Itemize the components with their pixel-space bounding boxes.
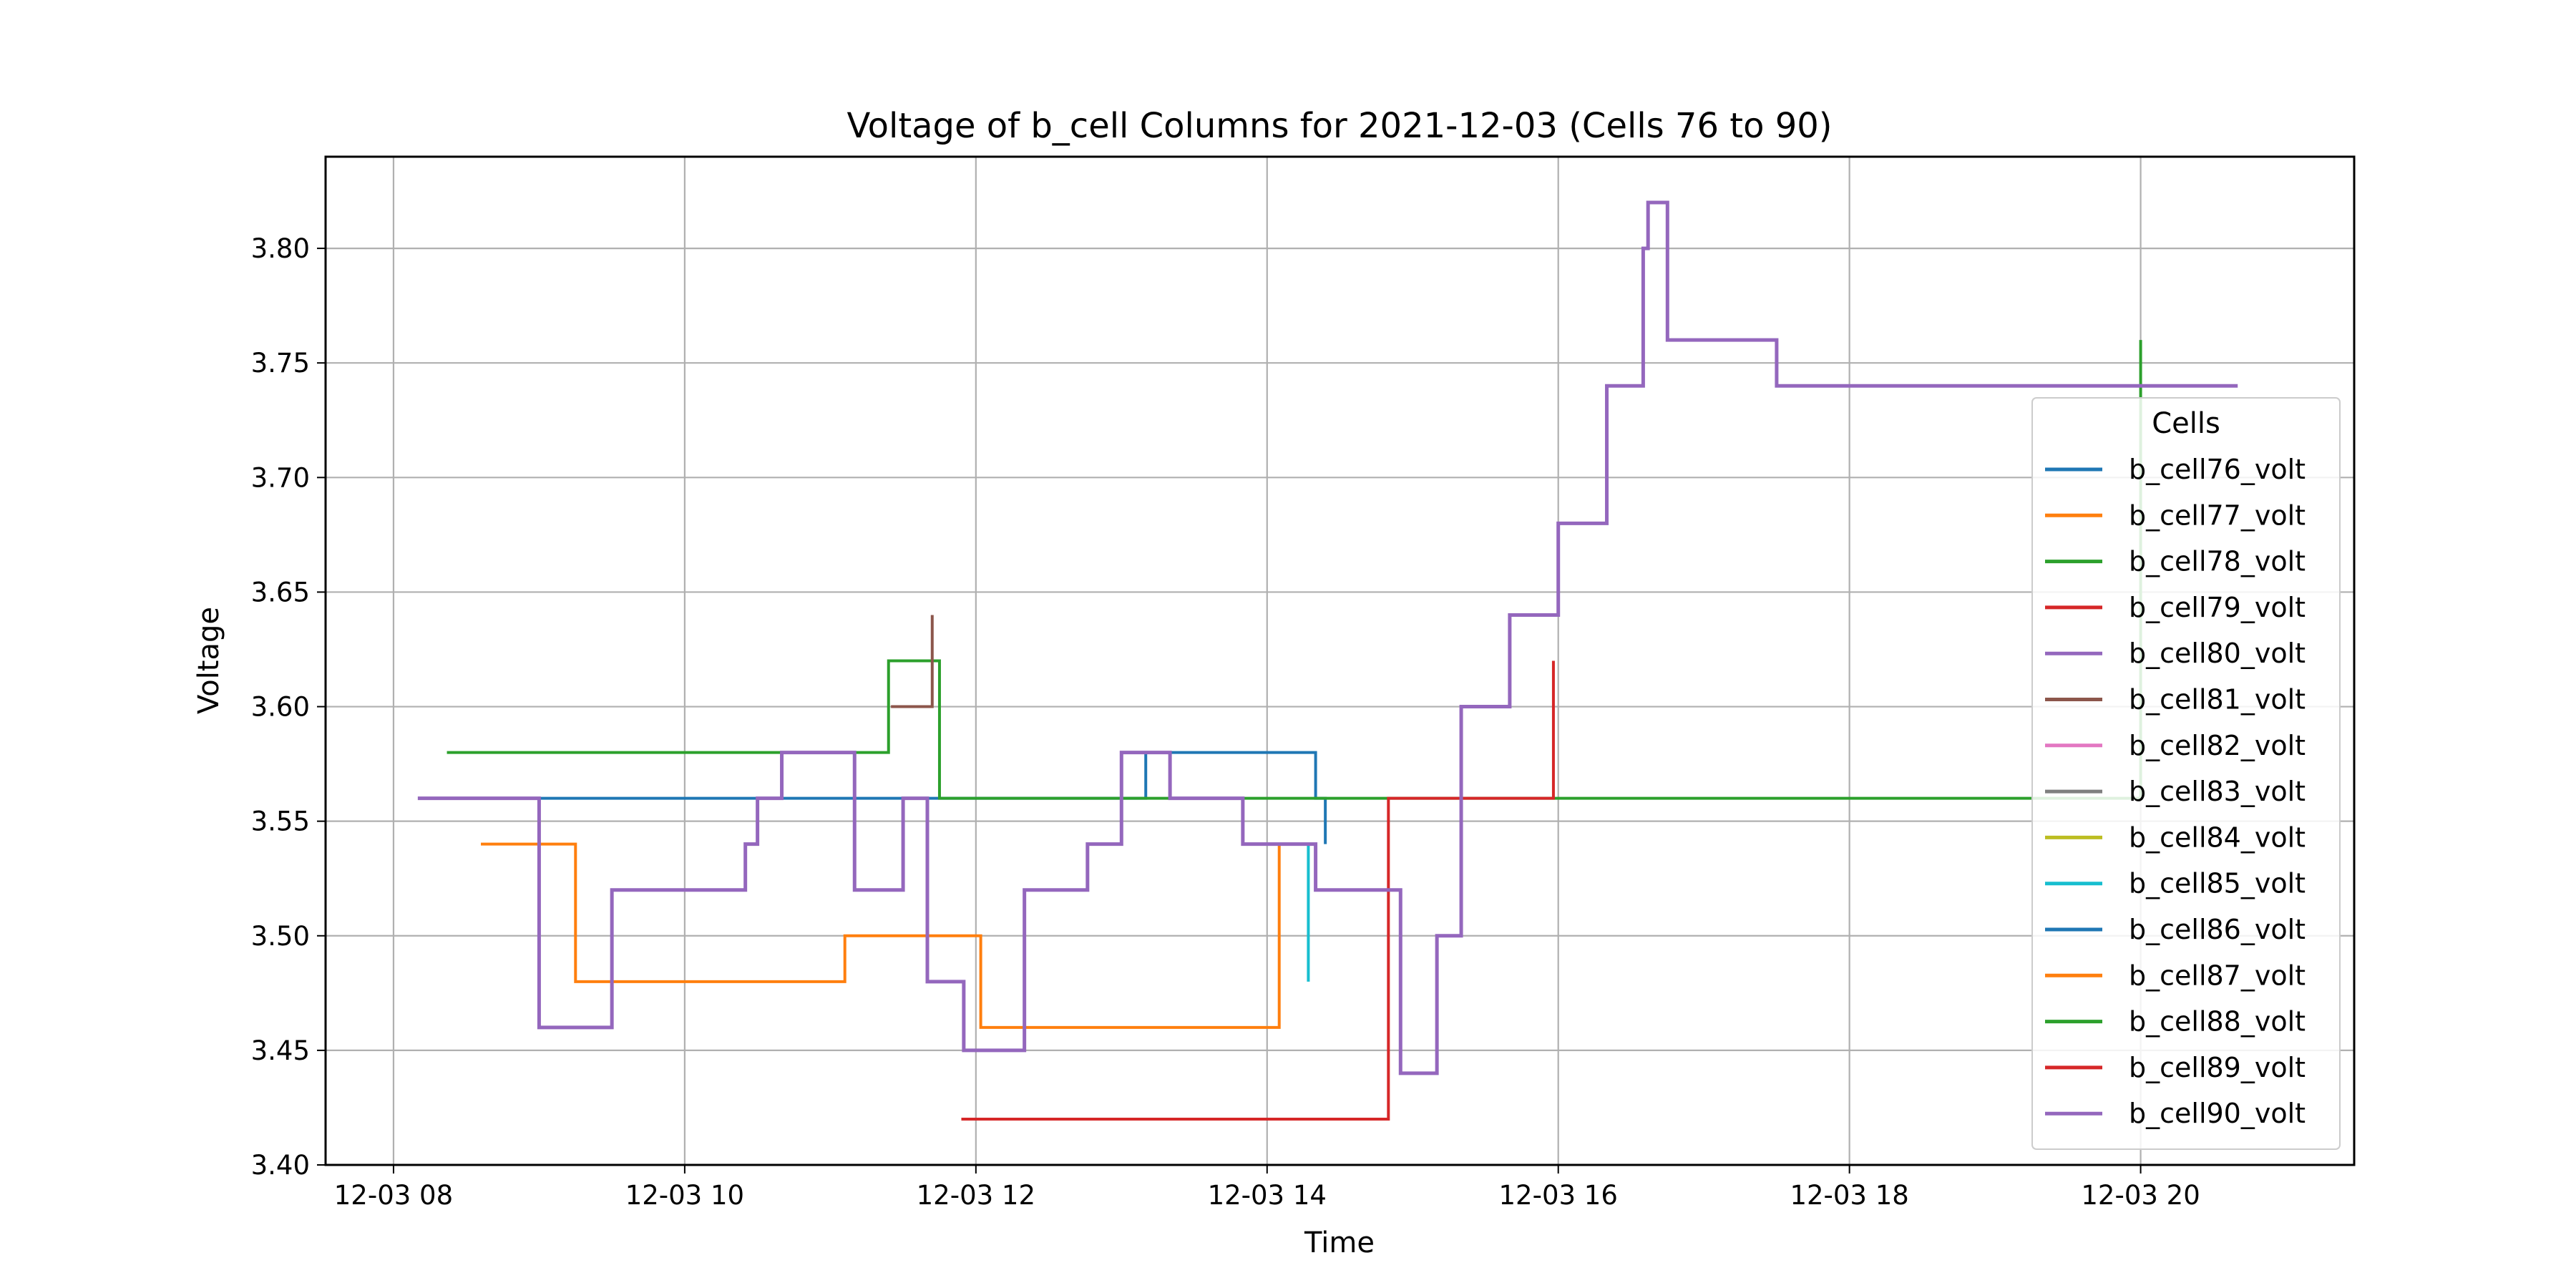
- y-tick-label: 3.70: [251, 462, 310, 493]
- legend-item: b_cell82_volt: [2045, 730, 2306, 761]
- legend-label: b_cell82_volt: [2129, 730, 2306, 761]
- y-tick-label: 3.50: [251, 921, 310, 952]
- x-axis-title: Time: [1304, 1226, 1375, 1259]
- legend-item: b_cell88_volt: [2045, 1006, 2306, 1038]
- series-line-b-cell77-volt: [481, 842, 1281, 1029]
- legend-label: b_cell88_volt: [2129, 1006, 2306, 1038]
- legend-box: [2031, 397, 2341, 1150]
- legend-item: b_cell79_volt: [2045, 592, 2306, 623]
- legend: Cells b_cell76_volt b_cell77_volt b_cell78…: [2031, 397, 2341, 1150]
- x-tick-label: 12-03 16: [1499, 1180, 1618, 1211]
- legend-label: b_cell86_volt: [2129, 914, 2306, 945]
- legend-item: b_cell77_volt: [2045, 499, 2306, 531]
- legend-label: b_cell79_volt: [2129, 592, 2306, 623]
- axis-ticks: 12-03 08 12-03 10 12-03 12 12-03 14 12-03 16…: [251, 233, 2200, 1211]
- series-lines: [417, 200, 2238, 1121]
- legend-item: b_cell89_volt: [2045, 1052, 2306, 1083]
- legend-label: b_cell83_volt: [2129, 776, 2306, 807]
- x-tick-label: 12-03 10: [625, 1180, 744, 1211]
- legend-title: Cells: [2152, 407, 2220, 440]
- legend-item: b_cell85_volt: [2045, 868, 2306, 899]
- legend-item: b_cell83_volt: [2045, 776, 2306, 807]
- legend-label: b_cell89_volt: [2129, 1052, 2306, 1083]
- y-tick-label: 3.60: [251, 692, 310, 723]
- y-axis-title: Voltage: [192, 607, 225, 714]
- legend-label: b_cell90_volt: [2129, 1098, 2306, 1129]
- legend-label: b_cell87_volt: [2129, 960, 2306, 991]
- y-tick-label: 3.55: [251, 806, 310, 837]
- series-line-b-cell80-volt: [417, 200, 2238, 1075]
- x-tick-label: 12-03 18: [1790, 1180, 1908, 1211]
- legend-item: b_cell90_volt: [2045, 1098, 2306, 1129]
- y-tick-label: 3.45: [251, 1035, 310, 1066]
- x-tick-label: 12-03 08: [334, 1180, 453, 1211]
- legend-item: b_cell84_volt: [2045, 821, 2306, 853]
- legend-item: b_cell81_volt: [2045, 684, 2306, 716]
- x-tick-label: 12-03 14: [1208, 1180, 1327, 1211]
- legend-label: b_cell85_volt: [2129, 868, 2306, 899]
- legend-item: b_cell80_volt: [2045, 638, 2306, 669]
- x-tick-label: 12-03 12: [917, 1180, 1035, 1211]
- legend-label: b_cell80_volt: [2129, 638, 2306, 669]
- legend-label: b_cell84_volt: [2129, 821, 2306, 853]
- legend-label: b_cell78_volt: [2129, 546, 2306, 577]
- legend-label: b_cell81_volt: [2129, 684, 2306, 716]
- series-line-b-cell79-volt: [961, 660, 1555, 1121]
- x-tick-label: 12-03 20: [2081, 1180, 2200, 1211]
- legend-item: b_cell87_volt: [2045, 960, 2306, 991]
- y-tick-label: 3.65: [251, 577, 310, 608]
- chart-title: Voltage of b_cell Columns for 2021-12-03…: [847, 106, 1833, 146]
- legend-label: b_cell77_volt: [2129, 499, 2306, 531]
- y-tick-label: 3.40: [251, 1150, 310, 1181]
- y-tick-label: 3.80: [251, 233, 310, 264]
- legend-item: b_cell78_volt: [2045, 546, 2306, 577]
- legend-label: b_cell76_volt: [2129, 454, 2306, 485]
- series-line-b-cell81-volt: [891, 615, 934, 708]
- series-line-b-cell78-volt: [447, 340, 2142, 800]
- legend-item: b_cell76_volt: [2045, 454, 2306, 485]
- legend-item: b_cell86_volt: [2045, 914, 2306, 945]
- plot-frame: [324, 155, 2356, 1166]
- y-tick-label: 3.75: [251, 348, 310, 379]
